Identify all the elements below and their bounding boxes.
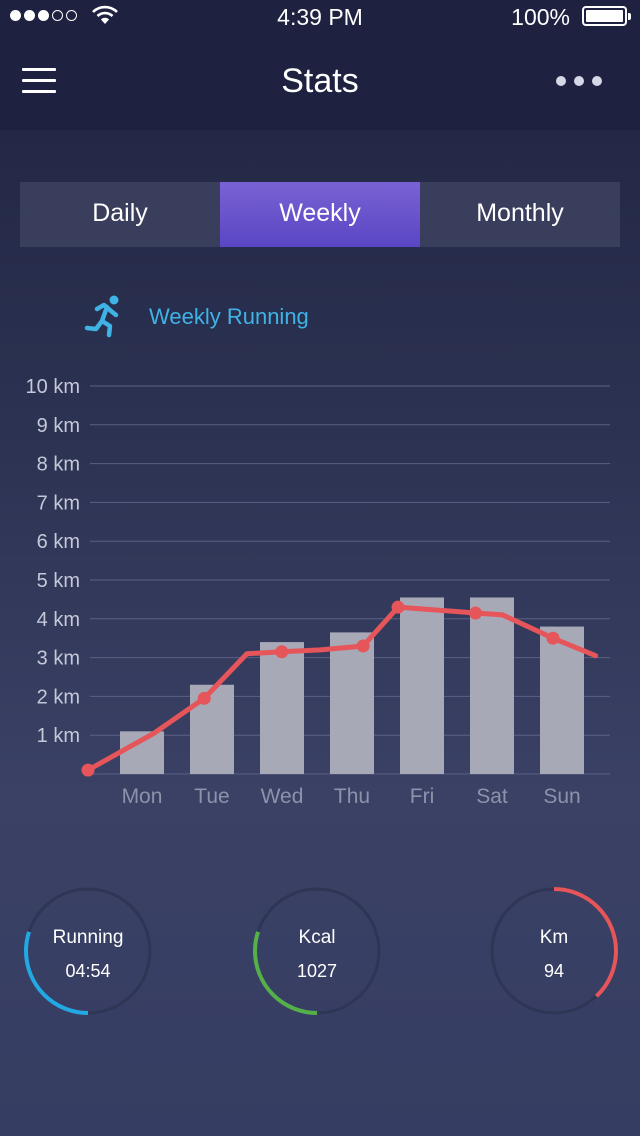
x-tick-label: Mon bbox=[122, 785, 163, 808]
bar-tue bbox=[190, 684, 234, 774]
y-tick-label: 1 km bbox=[37, 725, 80, 747]
y-tick-label: 6 km bbox=[37, 531, 80, 553]
period-tabs: Daily Weekly Monthly bbox=[20, 182, 620, 247]
running-person-icon bbox=[84, 295, 119, 338]
bar-fri bbox=[400, 597, 444, 774]
kcal-value: 1027 bbox=[296, 961, 338, 981]
kcal-label: Kcal bbox=[298, 927, 336, 948]
line-point bbox=[391, 600, 405, 614]
status-time: 4:39 PM bbox=[277, 4, 363, 30]
tab-monthly[interactable]: Monthly bbox=[420, 182, 620, 247]
y-tick-label: 4 km bbox=[37, 609, 80, 631]
signal-strength-icon bbox=[10, 10, 77, 21]
bar-wed bbox=[260, 642, 304, 774]
line-point bbox=[469, 606, 482, 620]
kcal-progress-ring bbox=[253, 887, 381, 1015]
page-title: Stats bbox=[281, 62, 359, 100]
more-options-icon[interactable] bbox=[556, 76, 602, 86]
x-tick-label: Tue bbox=[194, 785, 229, 808]
legend-label: Weekly Running bbox=[149, 304, 309, 329]
x-tick-label: Fri bbox=[410, 785, 435, 808]
running-progress-ring bbox=[24, 887, 152, 1015]
wifi-icon bbox=[92, 5, 118, 24]
y-tick-label: 9 km bbox=[37, 415, 80, 437]
km-label: Km bbox=[539, 927, 569, 948]
line-point bbox=[81, 763, 95, 777]
tab-daily[interactable]: Daily bbox=[20, 182, 220, 247]
km-value: 94 bbox=[543, 961, 565, 981]
y-tick-label: 5 km bbox=[37, 570, 80, 592]
y-tick-label: 8 km bbox=[37, 454, 80, 476]
running-label: Running bbox=[52, 927, 124, 948]
battery-icon bbox=[582, 6, 631, 26]
y-tick-label: 7 km bbox=[37, 492, 80, 514]
bar-sat bbox=[470, 597, 514, 774]
weekly-running-chart: 1 km 2 km 3 km 4 km 5 km 6 km 7 km 8 km 9 km 10 k… bbox=[26, 376, 610, 808]
line-point bbox=[275, 645, 289, 659]
x-tick-label: Thu bbox=[334, 785, 370, 808]
kcal-ring: Kcal 1027 bbox=[251, 885, 383, 1017]
running-time-ring: Running 04:54 bbox=[22, 885, 154, 1017]
running-distance-line bbox=[85, 604, 599, 773]
chart-legend: Weekly Running bbox=[83, 295, 309, 339]
bar-thu bbox=[330, 632, 374, 774]
km-progress-ring bbox=[490, 887, 618, 1015]
status-bar: 4:39 PM 100% bbox=[0, 0, 640, 34]
x-tick-label: Sat bbox=[476, 785, 508, 808]
battery-percentage: 100% bbox=[511, 4, 570, 30]
hamburger-menu-icon[interactable] bbox=[22, 68, 56, 94]
x-tick-label: Sun bbox=[543, 785, 580, 808]
km-ring: Km 94 bbox=[488, 885, 620, 1017]
tab-weekly[interactable]: Weekly bbox=[220, 182, 420, 247]
y-tick-label: 10 km bbox=[26, 376, 80, 398]
line-point bbox=[197, 691, 211, 705]
bar-sun bbox=[540, 626, 584, 774]
x-tick-label: Wed bbox=[261, 785, 304, 808]
line-point bbox=[356, 639, 370, 653]
nav-bar: Stats bbox=[0, 34, 640, 130]
line-point bbox=[546, 631, 560, 645]
running-value: 04:54 bbox=[65, 961, 111, 981]
y-tick-label: 2 km bbox=[37, 686, 80, 708]
y-tick-label: 3 km bbox=[37, 648, 80, 670]
